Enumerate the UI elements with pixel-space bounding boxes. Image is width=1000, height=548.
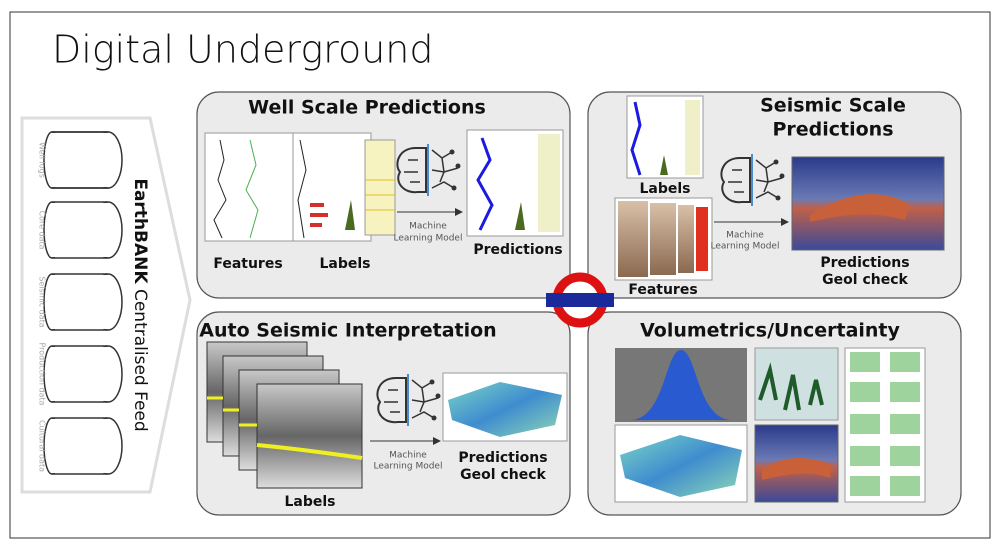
well-predictions-image (466, 129, 564, 237)
input-label: Labels (639, 181, 690, 197)
data-stores: Well logs Core data Seismic data Product… (38, 131, 123, 475)
panel-title: Predictions (772, 119, 893, 141)
surface-image (442, 372, 568, 442)
store-label: Production data (38, 342, 47, 405)
feed-desc: Centralised Feed (130, 289, 150, 432)
well-features-image (204, 132, 396, 242)
input-label: Features (213, 256, 282, 272)
panel-title: Seismic Scale (760, 95, 906, 117)
seismic-stack-image (206, 341, 363, 489)
output-label: Predictions (458, 450, 547, 466)
input-label: Labels (284, 494, 335, 510)
input-label: Labels (319, 256, 370, 272)
store-label: Well logs (38, 142, 47, 178)
store-label: Core data (38, 210, 47, 249)
seismic-predictions-image (791, 156, 945, 251)
seismic-features-image (614, 197, 713, 281)
output-label: Predictions (820, 255, 909, 271)
volumetrics-images (614, 347, 926, 503)
panel-title: Auto Seismic Interpretation (199, 320, 496, 342)
model-label: Machine (726, 231, 764, 241)
input-label: Features (628, 282, 697, 298)
store-label: Cultural data (38, 420, 47, 472)
seismic-labels-image (626, 95, 704, 179)
panel-title: Well Scale Predictions (248, 97, 486, 119)
model-label: Machine (409, 222, 447, 232)
panel-title: Volumetrics/Uncertainty (640, 320, 900, 342)
model-label: Learning Model (394, 234, 463, 244)
output-label: Geol check (822, 272, 908, 288)
model-label: Machine (389, 451, 427, 461)
output-label: Geol check (460, 467, 546, 483)
model-label: Learning Model (711, 242, 780, 252)
slide-title: Digital Underground (52, 28, 433, 72)
underground-logo (546, 272, 614, 328)
store-label: Seismic data (38, 276, 47, 327)
feed-name: EarthBANK (130, 178, 150, 284)
feed-label: EarthBANK Centralised Feed (130, 178, 150, 431)
output-label: Predictions (473, 242, 562, 258)
model-label: Learning Model (374, 462, 443, 472)
